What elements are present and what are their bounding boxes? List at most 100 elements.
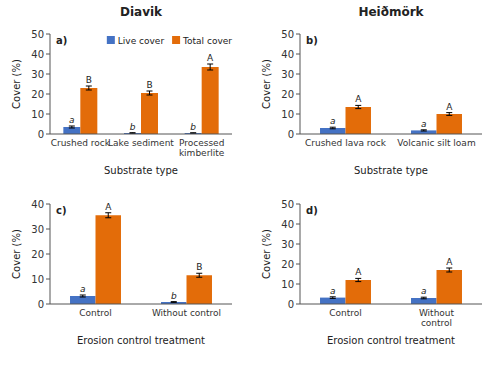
y-tick-label: 20	[31, 249, 44, 260]
label-line: Processed	[179, 138, 224, 148]
y-axis	[50, 34, 51, 134]
error-bar	[69, 126, 75, 128]
legend-swatch	[172, 36, 180, 44]
x-tick-label: Withoutcontrol	[419, 308, 455, 328]
y-axis-label: Cover (%)	[11, 59, 22, 109]
marks	[320, 268, 462, 304]
bar	[187, 275, 212, 304]
error-cap	[330, 298, 336, 299]
x-tick-label: Processedkimberlite	[179, 138, 225, 158]
error-cap	[355, 281, 361, 282]
error-line	[149, 91, 150, 95]
error-cap	[196, 277, 202, 278]
y-tick-label: 50	[281, 199, 294, 210]
bar	[346, 280, 371, 304]
x-tick-label: Volcanic silt loam	[397, 138, 475, 148]
legend: Live cover Total cover	[107, 36, 232, 46]
error-cap	[80, 295, 86, 296]
y-tick	[46, 204, 50, 205]
legend-item: Live cover	[107, 36, 165, 46]
error-line	[108, 213, 109, 218]
error-bar	[446, 268, 452, 272]
y-tick-label: 10	[281, 109, 294, 120]
error-cap	[330, 296, 336, 297]
error-line	[88, 86, 89, 90]
figure: Diavik01020304050abbBBACrushed rockLake …	[0, 0, 500, 368]
error-cap	[196, 273, 202, 274]
y-tick-label: 10	[281, 279, 294, 290]
error-cap	[86, 86, 92, 87]
y-tick	[296, 284, 300, 285]
error-bar	[80, 295, 86, 297]
error-cap	[446, 112, 452, 113]
y-tick-label: 50	[31, 29, 44, 40]
panel: 010203040abABControlWithout controlErosi…	[11, 199, 232, 347]
panel-label: b)	[306, 35, 318, 46]
y-tick-label: 40	[281, 219, 294, 230]
bar	[411, 130, 436, 134]
x-axis	[300, 134, 482, 135]
panel: 01020304050aaAAControlWithoutcontrolEros…	[261, 199, 482, 347]
y-tick	[296, 34, 300, 35]
error-cap	[69, 128, 75, 129]
x-axis-label: Substrate type	[354, 165, 428, 176]
legend-item: Total cover	[172, 36, 232, 46]
label-line: Without	[419, 308, 455, 318]
y-tick-label: 50	[281, 29, 294, 40]
x-tick-label: Control	[79, 308, 112, 318]
label-line: control	[421, 318, 452, 328]
label-line: Volcanic silt loam	[397, 138, 475, 148]
error-cap	[171, 301, 177, 302]
error-bar	[355, 278, 361, 281]
significance-letter: a	[330, 116, 336, 126]
significance-letter: A	[105, 202, 112, 212]
error-bar	[355, 105, 361, 108]
significance-letter: A	[446, 102, 453, 112]
legend-swatch	[107, 36, 115, 44]
y-tick	[46, 114, 50, 115]
x-tick-label: Without control	[152, 308, 221, 318]
error-line	[210, 64, 211, 70]
error-bar	[190, 132, 196, 133]
x-axis-label: Substrate type	[104, 165, 178, 176]
y-tick	[46, 279, 50, 280]
bar	[70, 296, 95, 304]
y-tick	[46, 54, 50, 55]
marks	[63, 64, 218, 134]
significance-letter: a	[421, 286, 427, 296]
error-cap	[355, 108, 361, 109]
error-cap	[446, 115, 452, 116]
y-axis-label: Cover (%)	[261, 59, 272, 109]
error-cap	[207, 70, 213, 71]
x-tick-label: Control	[329, 308, 362, 318]
bar	[202, 67, 219, 134]
error-bar	[86, 86, 92, 90]
x-axis	[50, 134, 232, 135]
error-bar	[330, 127, 336, 129]
significance-letter: b	[190, 122, 196, 132]
y-tick-label: 30	[31, 69, 44, 80]
error-cap	[446, 268, 452, 269]
y-tick-label: 30	[281, 69, 294, 80]
label-line: Control	[79, 308, 112, 318]
error-bar	[196, 273, 202, 277]
column-title: Diavik	[120, 5, 163, 19]
y-axis	[300, 34, 301, 134]
y-tick	[46, 34, 50, 35]
error-cap	[105, 212, 111, 213]
y-tick	[296, 114, 300, 115]
bar	[141, 93, 158, 134]
y-tick-label: 10	[31, 274, 44, 285]
error-bar	[171, 301, 177, 303]
panel-label: c)	[56, 205, 67, 216]
x-axis	[50, 304, 232, 305]
y-axis-label: Cover (%)	[11, 229, 22, 279]
bar	[411, 298, 436, 304]
marks	[320, 105, 462, 134]
error-line	[199, 273, 200, 277]
significance-letter: a	[330, 286, 336, 296]
y-tick-label: 30	[31, 224, 44, 235]
bar	[437, 270, 462, 304]
error-bar	[446, 113, 452, 116]
bar	[437, 114, 462, 134]
